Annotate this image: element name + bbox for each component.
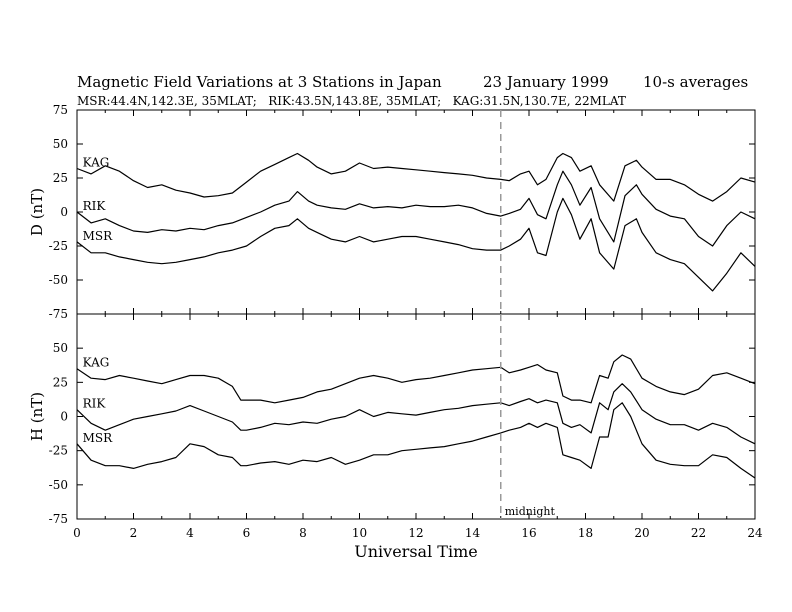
y-tick-label: 25	[53, 171, 68, 185]
y-tick-label: 50	[53, 341, 68, 355]
series-line-rik-bottom	[76, 383, 756, 445]
midnight-annotation: midnight	[505, 505, 556, 518]
x-tick-label: 12	[408, 526, 423, 540]
x-tick-label: 8	[299, 526, 307, 540]
chart-title: Magnetic Field Variations at 3 Stations …	[77, 73, 442, 91]
x-tick-label: 0	[73, 526, 81, 540]
x-tick-label: 6	[243, 526, 251, 540]
x-tick-label: 2	[130, 526, 138, 540]
x-axis-label: Universal Time	[354, 542, 477, 561]
y-tick-label: -50	[49, 273, 68, 287]
y-tick-label: -50	[49, 478, 68, 492]
series-label-kag: KAG	[83, 155, 110, 169]
y-tick-label: -25	[49, 444, 68, 458]
series-line-kag-bottom	[76, 354, 756, 404]
x-tick-label: 20	[634, 526, 649, 540]
series-line-kag-top	[76, 152, 756, 202]
y-tick-label: -75	[49, 307, 68, 321]
y-tick-label: 0	[60, 410, 68, 424]
series-label-rik: RIK	[83, 397, 107, 411]
y-axis-label: D (nT)	[28, 188, 46, 236]
chart-averaging-note: 10-s averages	[643, 73, 749, 91]
chart-date: 23 January 1999	[483, 73, 609, 91]
x-tick-label: 16	[521, 526, 536, 540]
plot-frame-bottom	[76, 313, 756, 520]
x-tick-label: 14	[465, 526, 481, 540]
y-tick-label: 50	[53, 137, 68, 151]
y-tick-label: 75	[53, 103, 68, 117]
x-tick-label: 10	[352, 526, 367, 540]
station-coordinates-subtitle: MSR:44.4N,142.3E, 35MLAT; RIK:43.5N,143.…	[77, 94, 626, 108]
series-label-kag: KAG	[83, 356, 110, 370]
y-axis-label: H (nT)	[28, 392, 46, 441]
series-label-rik: RIK	[83, 199, 107, 213]
y-tick-label: 25	[53, 375, 68, 389]
series-line-rik-top	[76, 170, 756, 247]
x-tick-label: 24	[747, 526, 763, 540]
series-line-msr-top	[76, 197, 756, 292]
series-label-msr: MSR	[83, 431, 114, 445]
series-label-msr: MSR	[83, 229, 114, 243]
x-tick-label: 22	[691, 526, 706, 540]
x-tick-label: 4	[186, 526, 194, 540]
y-tick-label: -75	[49, 512, 68, 526]
y-tick-label: -25	[49, 239, 68, 253]
y-tick-label: 0	[60, 205, 68, 219]
series-line-msr-bottom	[76, 402, 756, 479]
plot-frame-top	[76, 109, 756, 315]
x-tick-label: 18	[578, 526, 593, 540]
